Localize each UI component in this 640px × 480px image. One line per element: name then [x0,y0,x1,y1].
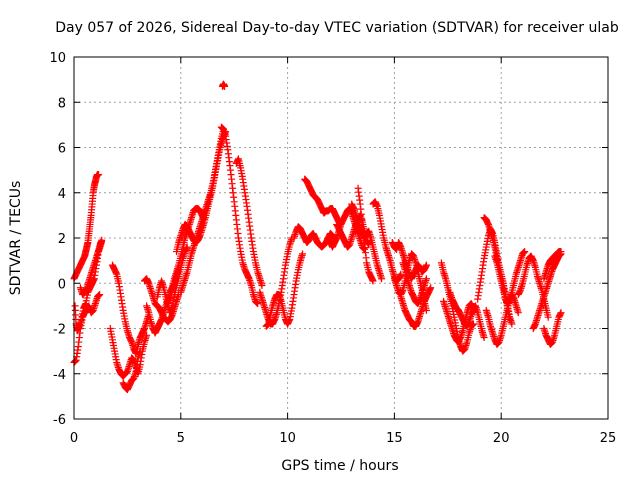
series-arc-13 [177,125,228,296]
y-tick-label: -2 [53,323,66,338]
series-arc-38 [529,250,565,332]
series-arc-37 [514,252,552,321]
series-arc-18 [262,250,307,330]
y-tick-label: 4 [58,187,66,202]
series-arc-39 [540,248,565,283]
y-tick-label: 8 [58,96,66,111]
y-tick-label: -6 [53,413,66,428]
data-point [136,347,144,355]
data-point [254,300,262,308]
series-arc-25 [369,198,405,285]
x-tick-labels: 0 5 10 15 20 25 [70,431,616,446]
series-arc-40 [540,309,565,348]
data-point [221,82,229,90]
data-point [97,239,105,247]
series-arc-20 [301,175,345,228]
data-point [514,309,522,317]
data-point [422,275,430,283]
x-tick-label: 5 [177,431,185,446]
data-point [557,248,565,256]
data-point [369,277,377,285]
series-arc-16 [232,155,266,290]
series-arc-07 [119,347,144,394]
data-point [427,284,435,292]
y-tick-label: -4 [53,368,66,383]
series-arc-04 [76,239,105,299]
data-point [521,248,529,256]
y-tick-label: 0 [58,277,66,292]
series-arc-36 [491,248,529,308]
y-tick-label: 10 [49,51,66,66]
data-points [70,80,565,394]
chart-title: Day 057 of 2026, Sidereal Day-to-day VTE… [55,20,619,36]
data-point [480,334,488,342]
data-point [508,320,516,328]
data-point [422,261,430,269]
plot-frame [73,56,609,420]
x-tick-label: 20 [493,431,510,446]
x-tick-label: 15 [386,431,403,446]
y-axis-label: SDTVAR / TECUs [8,181,24,296]
series-arc-29 [399,259,430,308]
y-tick-labels: -6 -4 -2 0 2 4 6 8 10 [49,51,66,428]
series-arc-19 [290,223,339,251]
series-arc-24 [354,184,377,285]
x-tick-label: 25 [600,431,617,446]
data-point [557,309,565,317]
data-point [96,291,104,299]
x-tick-label: 10 [279,431,296,446]
series-arc-28 [397,284,435,330]
y-tick-label: 2 [58,232,66,247]
data-point [299,250,307,258]
data-point [378,275,386,283]
x-axis-label: GPS time / hours [281,458,398,474]
series-arc-14 [218,80,229,90]
series-arc-06 [108,261,153,357]
data-point [95,171,103,179]
x-tick-label: 0 [70,431,78,446]
series-arc-32 [446,288,488,342]
data-point [544,313,552,321]
data-point [258,282,266,290]
y-tick-label: 6 [58,142,66,157]
series-arc-15 [217,123,262,308]
